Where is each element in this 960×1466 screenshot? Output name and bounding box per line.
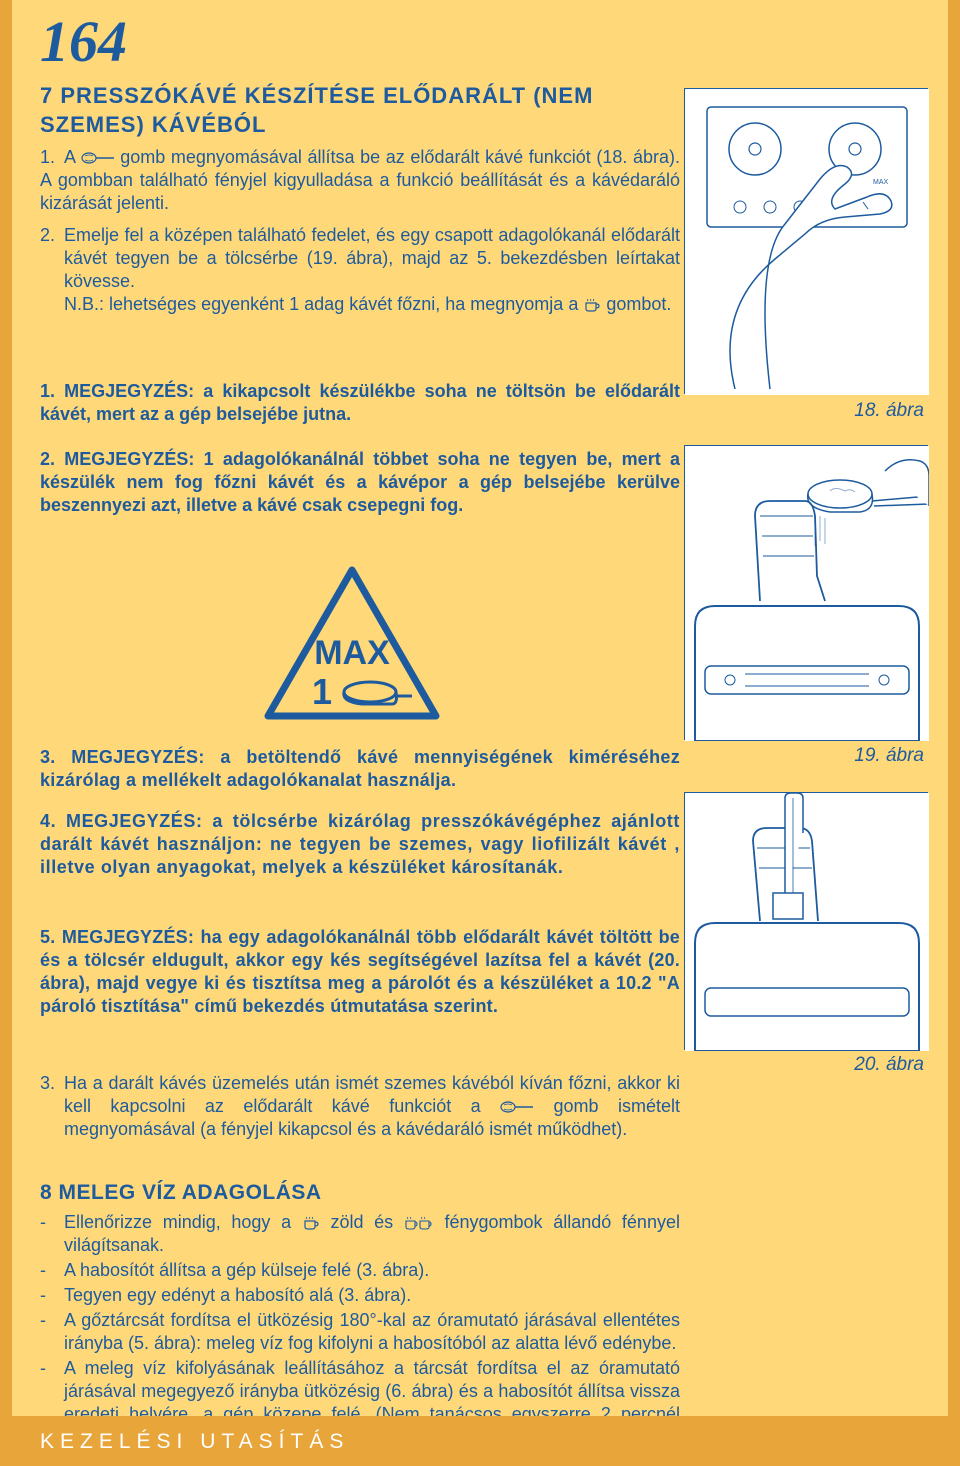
figure-19 [684,445,928,740]
ground-coffee-icon [500,1100,534,1114]
note-3: 3. MEGJEGYZÉS: a betöltendő kávé mennyis… [40,746,680,792]
para2-num: 2. [40,224,64,316]
note-1: 1. MEGJEGYZÉS: a kikapcsolt készülékbe s… [40,380,680,426]
cup-icon [583,298,601,312]
para-2: 2. Emelje fel a középen található fedele… [40,224,680,316]
section-7-heading: 7 PRESSZÓKÁVÉ KÉSZÍTÉSE ELŐDARÁLT (NEM S… [40,82,680,139]
figure-20 [684,792,928,1050]
content-area: 164 7 PRESSZÓKÁVÉ KÉSZÍTÉSE ELŐDARÁLT (N… [12,0,948,1416]
para1-num: 1. [40,146,64,169]
note-5: 5. MEGJEGYZÉS: ha egy adagolókanálnál tö… [40,926,680,1018]
note-4: 4. MEGJEGYZÉS: a tölcsérbe kizárólag pre… [40,810,680,879]
note-2: 2. MEGJEGYZÉS: 1 adagolókanálnál többet … [40,448,680,517]
caption-20: 20. ábra [854,1054,924,1076]
triangle-1-label: 1 [312,671,332,712]
para-3: 3. Ha a darált kávés üzemelés után ismét… [40,1072,680,1141]
para3-num: 3. [40,1072,64,1141]
page-number: 164 [40,8,127,75]
footer-text: KEZELÉSI UTASÍTÁS [40,1430,349,1454]
para-1: 1.A gomb megnyomásával állítsa be az elő… [40,146,680,215]
cup-icon [302,1216,320,1230]
footer-bar: KEZELÉSI UTASÍTÁS [0,1416,960,1466]
max-1-warning-triangle: MAX 1 [262,564,442,729]
caption-19: 19. ábra [854,745,924,767]
caption-18: 18. ábra [854,400,924,422]
svg-text:MAX: MAX [873,179,889,186]
section-8-heading: 8 MELEG VÍZ ADAGOLÁSA [40,1181,322,1205]
two-cups-icon [404,1216,434,1230]
figure-18: MIN MAX [684,88,928,394]
ground-coffee-icon [81,151,115,165]
triangle-max-label: MAX [314,634,390,672]
